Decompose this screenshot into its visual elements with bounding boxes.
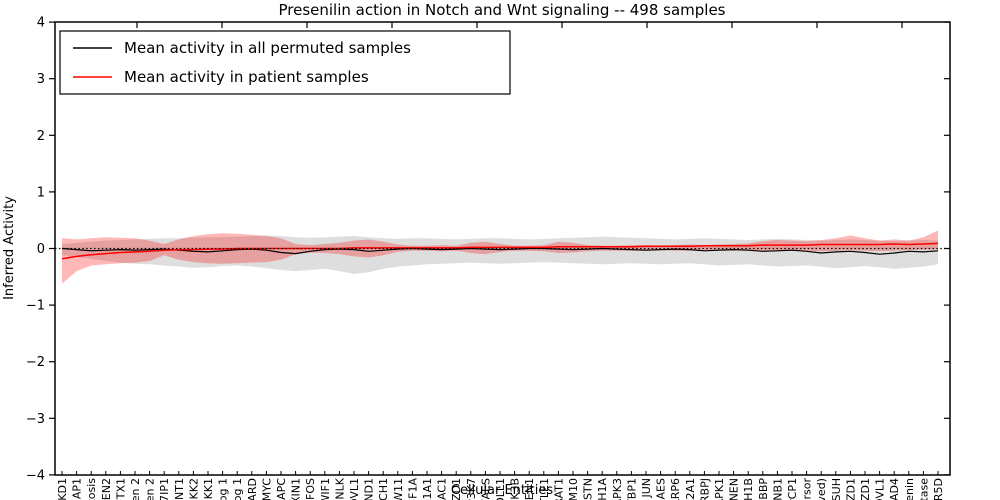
x-tick-label: DLL1 [494, 478, 507, 500]
x-tick-label: KREMEN2 [100, 478, 113, 500]
x-tick-label: NOTCH/Deltex homolog 1 [231, 478, 244, 500]
line-patient-mean [61, 242, 939, 260]
x-tick-label: PPP2R5D [932, 478, 945, 500]
x-tick-label: TLE1 [538, 478, 551, 500]
x-tick-label: NKD1 [56, 478, 69, 500]
x-tick-label: DKK2/LRP6/Kremen 2 [129, 478, 142, 500]
y-tick-labels: −4 −3 −2 −1 0 1 2 3 4 [26, 16, 45, 484]
x-tick-label: APC [275, 478, 288, 500]
x-tick-label: FBXW11 [392, 478, 405, 500]
y-tick-label: −2 [26, 355, 45, 370]
legend-label-permuted: Mean activity in all permuted samples [124, 39, 411, 57]
x-tick-label: PSEN1 [523, 478, 536, 500]
series-lines [55, 242, 950, 260]
line-permuted-mean [61, 247, 939, 255]
x-tick-label: MAPK1 [713, 478, 726, 500]
x-tick-label: Delta 1/NOTCH/NOTCH(cleaved) [815, 478, 828, 500]
x-tick-label: Axin1/APC/beta catenin [903, 478, 916, 500]
x-tick-label: CCND1 [363, 478, 376, 500]
y-tick-label: −4 [26, 468, 45, 483]
x-tick-label: WNT1/LRP6/FZD1 [859, 478, 872, 500]
x-tick-label: JUN [640, 478, 653, 499]
y-tick-label: 3 [37, 72, 45, 87]
plot-border [54, 21, 951, 476]
x-tick-label: NLK [333, 477, 346, 499]
x-tick-label: HNF1A [406, 478, 419, 500]
x-tick-label: LRP6 [669, 478, 682, 500]
x-tick-label: FOS [304, 478, 317, 500]
y-tick-label: −1 [26, 299, 45, 314]
x-tick-label: DKK1 [202, 478, 215, 500]
x-tick-label: GSK3B [509, 478, 522, 500]
x-tick-label: AXIN1 [290, 478, 303, 500]
x-tick-label: HDAC1 [436, 478, 449, 500]
x-tick-label: NOTCH1 precursor/DVL1 [874, 478, 887, 500]
y-tick-label: 2 [37, 129, 45, 144]
x-tick-label: WNT1 [173, 478, 186, 500]
x-tick-label: DVL1 [348, 478, 361, 500]
x-tick-label: MAP3K7IP1 [158, 478, 171, 500]
x-tick-label: DKK1/LRP6/Kremen 2 [144, 478, 157, 500]
band-patient [62, 230, 938, 284]
legend-box [59, 30, 511, 95]
x-tick-label: CTNNB1 [771, 478, 784, 500]
x-tick-label: CSNK2A1 [684, 478, 697, 500]
legend-label-patient: Mean activity in patient samples [124, 68, 369, 86]
x-tick-label: CTBP1 [625, 478, 638, 500]
y-axis-label: Inferred Activity [2, 196, 17, 300]
x-tick-label: DKK2 [187, 478, 200, 500]
x-tick-labels: NKD1AP1apoptosisKREMEN2DTX1DKK2/LRP6/Kre… [56, 477, 945, 500]
x-tick-label: NOTCH1 [377, 478, 390, 500]
x-tick-label: AES [655, 478, 668, 499]
x-tick-label: CSNK1A1 [421, 478, 434, 500]
x-tick-label: CREBBP [757, 478, 770, 500]
x-tick-label: beta catenin/beta TrCP1 [786, 478, 799, 500]
y-tick-label: 1 [37, 185, 45, 200]
x-tick-label: NOTCH1 precursor/Deltex homolog 1 [217, 478, 230, 500]
y-tick-label: −3 [26, 412, 45, 427]
x-axis-label: Cellular Entities [451, 483, 553, 498]
x-tick-label: LRP6/FZD1 [844, 478, 857, 500]
x-tick-label: PSENEN [728, 478, 741, 500]
y-tick-label: 4 [37, 16, 45, 31]
x-tick-label: RBPJ [698, 478, 711, 500]
x-tick-label: FRAT1 [552, 478, 565, 500]
x-tick-label: ADAM10 [567, 478, 580, 500]
x-tick-label: DTX1 [114, 478, 127, 500]
chart-title: Presenilin action in Notch and Wnt signa… [278, 1, 725, 19]
x-tick-label: apoptosis [85, 478, 98, 500]
x-tick-label: APH1B [742, 478, 755, 500]
x-tick-label: AP1 [71, 478, 84, 499]
x-tick-label: CtBP/CBP/TCF1/TLE1/AES [479, 478, 492, 500]
x-tick-label: Delta 1/NOTCHprecursor [801, 478, 814, 500]
x-tick-label: NCSTN [582, 478, 595, 500]
x-tick-label: Beta Catenin/TCF1/CtBP/CBP/TLE1/AES/SMAD… [888, 478, 901, 500]
x-tick-label: FZD1 [450, 478, 463, 500]
x-tick-label: MAP3K7 [465, 478, 478, 500]
x-tick-label: MYC [260, 478, 273, 500]
x-tick-label: APH1A [596, 478, 609, 500]
x-tick-label: WIF1 [319, 478, 332, 500]
y-tick-label: 0 [37, 242, 45, 257]
x-tick-label: PPARD [246, 478, 259, 500]
legend: Mean activity in all permuted samples Me… [59, 30, 511, 95]
x-tick-label: Gamma Secretase [917, 478, 930, 500]
x-tick-label: MAPK3 [611, 478, 624, 500]
x-tick-label: NICD/RBPSUH [830, 478, 843, 500]
confidence-bands [62, 230, 938, 284]
